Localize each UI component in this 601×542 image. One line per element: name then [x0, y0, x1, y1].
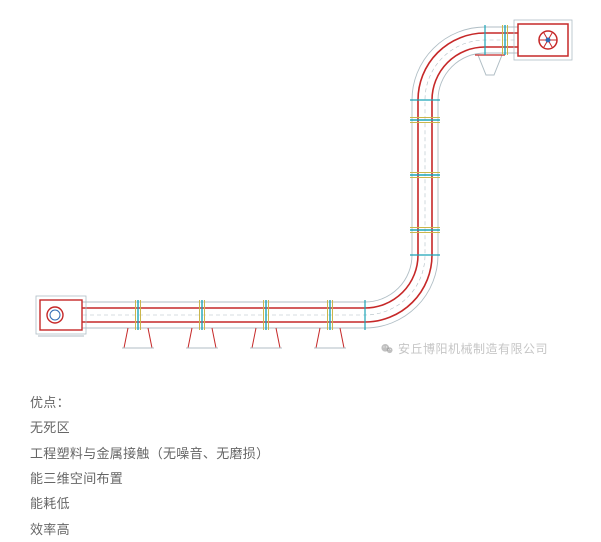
- advantage-line: 效率高: [30, 517, 571, 542]
- advantage-line: 工程塑料与金属接触（无噪音、无磨损）: [30, 441, 571, 466]
- conveyor-schematic-diagram: 安丘博阳机械制造有限公司: [0, 0, 601, 380]
- wechat-icon: [380, 342, 394, 356]
- advantages-heading: 优点：: [30, 390, 571, 415]
- watermark-text: 安丘博阳机械制造有限公司: [398, 340, 548, 357]
- watermark: 安丘博阳机械制造有限公司: [380, 340, 548, 357]
- advantage-line: 无死区: [30, 415, 571, 440]
- advantage-line: 能耗低: [30, 491, 571, 516]
- advantages-section: 优点： 无死区工程塑料与金属接触（无噪音、无磨损）能三维空间布置能耗低效率高: [0, 380, 601, 542]
- advantage-line: 能三维空间布置: [30, 466, 571, 491]
